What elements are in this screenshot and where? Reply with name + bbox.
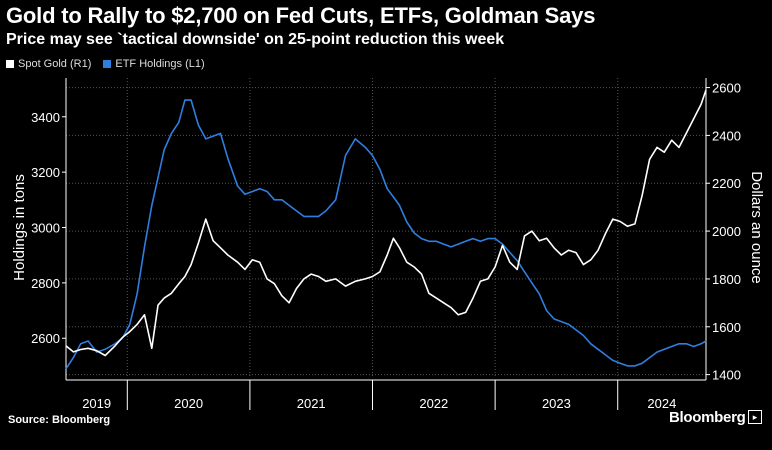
y-right-tick-label: 1600: [712, 320, 741, 335]
legend-item-spot-gold: Spot Gold (R1): [6, 58, 91, 70]
x-tick-label: 2023: [542, 396, 571, 411]
legend-label-etf-holdings: ETF Holdings (L1): [115, 58, 205, 70]
x-tick-label: 2022: [419, 396, 448, 411]
y-left-tick-label: 2600: [31, 331, 60, 346]
y-right-tick-label: 2600: [712, 81, 741, 96]
y-right-tick-label: 1400: [712, 368, 741, 383]
chart-title: Gold to Rally to $2,700 on Fed Cuts, ETF…: [6, 3, 596, 28]
y-right-tick-label: 2000: [712, 224, 741, 239]
y-left-tick-label: 2800: [31, 276, 60, 291]
legend-label-spot-gold: Spot Gold (R1): [18, 58, 92, 70]
legend-swatch-spot-gold: [6, 60, 14, 68]
brand-logo: Bloomberg: [669, 409, 746, 426]
brand-mark-icon: ▸: [748, 410, 762, 424]
y-left-tick-label: 3000: [31, 221, 60, 236]
source-note: Source: Bloomberg: [8, 414, 111, 426]
series-line-etf-holdings: [65, 99, 707, 370]
y-left-tick-label: 3200: [31, 165, 60, 180]
y-right-tick-label: 2400: [712, 128, 741, 143]
x-tick-label: 2024: [647, 396, 676, 411]
series-line-spot-gold: [65, 89, 707, 357]
y-left-tick-label: 3400: [31, 110, 60, 125]
x-tick-label: 2019: [82, 396, 111, 411]
legend-swatch-etf-holdings: [103, 60, 112, 68]
x-tick-label: 2021: [297, 396, 326, 411]
y-right-tick-label: 2200: [712, 176, 741, 191]
y-axis-left-title: Holdings in tons: [11, 174, 28, 281]
legend-item-etf-holdings: ETF Holdings (L1): [103, 58, 205, 70]
y-right-tick-label: 1800: [712, 272, 741, 287]
chart-legend: Spot Gold (R1) ETF Holdings (L1): [6, 58, 217, 70]
y-axis-right-title: Dollars an ounce: [748, 171, 765, 284]
chart-subtitle: Price may see `tactical downside' on 25-…: [6, 31, 505, 48]
x-tick-label: 2020: [174, 396, 203, 411]
